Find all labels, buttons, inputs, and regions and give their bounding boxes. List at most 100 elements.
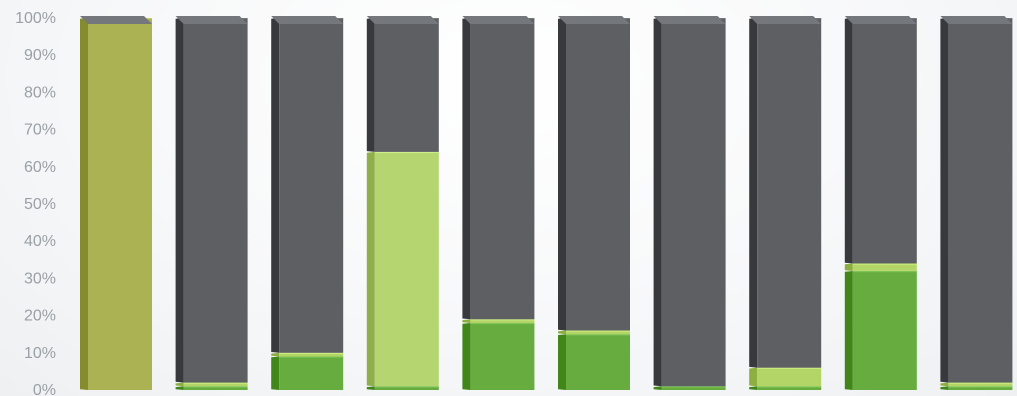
bar-segment (940, 386, 1013, 390)
bar-segment-side (749, 18, 758, 368)
y-tick-label: 60% (24, 159, 56, 176)
bar-segment (462, 319, 535, 323)
bar-segment-highlight (852, 263, 917, 265)
bar-segment (80, 18, 152, 390)
bar-segment-side (558, 334, 566, 390)
bar-segment-side (366, 386, 375, 390)
bar-segment-front (757, 386, 822, 390)
y-axis: 0% 10% 20% 30% 40% 50% 60% 70% 80% 90% 100% (15, 10, 56, 396)
bar-segment-front (566, 18, 630, 331)
bar-segment-front (183, 18, 248, 383)
bar-segment-side (462, 319, 471, 323)
bar-segment-front (279, 18, 344, 353)
y-tick-label: 10% (24, 345, 56, 362)
bar-segment-side (175, 386, 184, 390)
bar-segment-side (80, 18, 88, 390)
bar-segment-side (844, 263, 853, 271)
bar-segment-highlight (374, 386, 439, 388)
bar-column (558, 16, 630, 390)
bar-segment-front (88, 18, 152, 390)
bar-segment-front (183, 386, 248, 390)
bar-segment-side (271, 352, 280, 357)
bar-segment-front (374, 18, 439, 152)
bar-column (653, 16, 726, 390)
bar-top-cap (844, 16, 917, 24)
y-tick-label: 90% (24, 47, 56, 64)
bar-top-cap (653, 16, 726, 24)
bar-columns (80, 16, 1013, 390)
bar-segment-front (661, 18, 726, 387)
bar-segment-highlight (852, 271, 917, 273)
y-tick-label: 40% (24, 233, 56, 250)
bar-top-cap (271, 16, 344, 24)
bar-top-cap (749, 16, 822, 24)
bar-column (175, 16, 248, 390)
bar-segment-highlight (661, 386, 726, 388)
bar-segment (175, 386, 248, 390)
bar-segment-highlight (948, 386, 1013, 388)
y-tick-label: 80% (24, 84, 56, 101)
bar-segment-highlight (183, 386, 248, 388)
bar-segment-highlight (566, 330, 630, 332)
bar-top-cap (558, 16, 630, 24)
bar-segment-front (948, 386, 1013, 390)
y-tick-label: 0% (33, 382, 56, 396)
bar-segment-front (948, 18, 1013, 383)
bar-segment-side (844, 271, 853, 390)
bar-segment (558, 18, 630, 331)
bar-segment (653, 18, 726, 387)
bar-segment (844, 263, 917, 271)
bar-segment (558, 334, 630, 390)
bar-segment (653, 386, 726, 390)
bar-segment (844, 271, 917, 390)
bar-top-cap (462, 16, 535, 24)
bar-segment-highlight (374, 151, 439, 154)
bar-segment-highlight (757, 367, 822, 369)
bar-segment (844, 18, 917, 264)
bar-column (844, 16, 917, 390)
bar-segment (366, 386, 439, 390)
bar-segment (366, 151, 439, 387)
y-tick-label: 20% (24, 308, 56, 325)
bar-column (940, 16, 1013, 390)
bar-segment-front (948, 382, 1013, 387)
y-tick-label: 70% (24, 122, 56, 139)
bar-segment-highlight (948, 382, 1013, 384)
bar-segment-side (558, 18, 566, 331)
bar-segment (175, 382, 248, 387)
bar-segment-highlight (279, 356, 344, 358)
bar-column (271, 16, 344, 390)
y-tick-label: 100% (15, 10, 56, 27)
bar-top-cap (366, 16, 439, 24)
bar-segment-side (366, 18, 375, 152)
bar-segment-side (462, 323, 471, 390)
bar-segment (749, 18, 822, 368)
bar-segment (749, 386, 822, 390)
bar-segment (558, 330, 630, 335)
bar-segment-highlight (183, 382, 248, 384)
bar-segment-side (749, 386, 758, 390)
bar-segment-highlight (279, 352, 344, 354)
bar-column (749, 16, 822, 390)
y-tick-label: 30% (24, 270, 56, 287)
bar-segment-side (175, 382, 184, 387)
bar-segment-front (279, 352, 344, 357)
bar-segment-front (757, 18, 822, 368)
bar-top-cap (80, 16, 152, 24)
bar-segment (749, 367, 822, 387)
bar-segment-front (661, 386, 726, 390)
bar-segment-side (749, 367, 758, 387)
bar-segment-side (271, 356, 280, 390)
bar-segment-front (279, 356, 344, 390)
bar-segment-side (940, 382, 949, 387)
bar-top-cap (940, 16, 1013, 24)
bar-top-cap (175, 16, 248, 24)
bar-segment (271, 18, 344, 353)
bar-segment-side (653, 386, 662, 390)
bar-column (462, 16, 535, 390)
bar-segment-side (462, 18, 471, 320)
bar-segment-front (183, 382, 248, 387)
bar-segment-front (374, 386, 439, 390)
